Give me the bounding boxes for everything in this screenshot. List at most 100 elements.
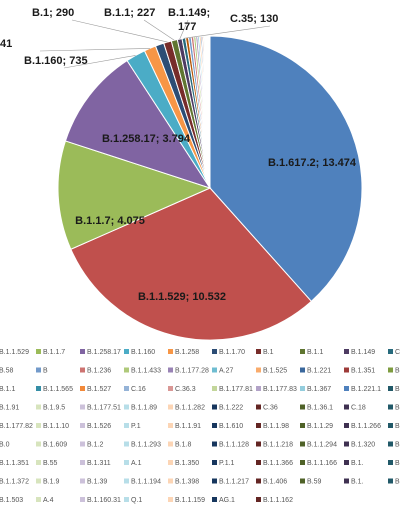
legend-swatch: [300, 441, 305, 447]
legend-entry: B.1.149: [351, 349, 375, 356]
legend-entry: B.1.222: [219, 405, 243, 412]
legend-entry: B.1.8: [175, 442, 191, 449]
legend-swatch: [168, 460, 173, 465]
legend-swatch: [168, 367, 173, 373]
legend-swatch: [124, 478, 129, 484]
leader-line: [71, 19, 168, 43]
legend-swatch: [36, 478, 41, 484]
legend-entry: B.1.2: [87, 442, 103, 449]
legend-swatch: [344, 367, 349, 373]
legend-swatch: [256, 441, 261, 447]
legend-swatch: [124, 404, 129, 410]
legend-entry: B.1.610: [219, 423, 243, 430]
legend-swatch: [212, 423, 217, 428]
legend-swatch: [388, 441, 393, 447]
legend-swatch: [80, 460, 85, 465]
legend-entry: C.36.3: [175, 386, 196, 393]
legend-swatch: [300, 460, 305, 465]
legend-swatch: [80, 478, 85, 484]
legend-entry: P.1.1: [219, 460, 235, 467]
legend-entry: B.1.1.29: [307, 423, 333, 430]
legend-swatch: [36, 441, 41, 447]
legend-entry: B.0: [0, 442, 10, 449]
legend-swatch: [212, 386, 217, 391]
legend-swatch: [388, 386, 393, 391]
legend-swatch: [36, 367, 41, 373]
legend-entry: B.1.350: [175, 460, 199, 467]
legend-swatch: [256, 404, 261, 410]
legend-entry: B.1.177.83: [263, 386, 297, 393]
legend-swatch: [344, 423, 349, 428]
slice-labels: B.1.617.2; 13.474 B.1.1.529; 10.532 B.1.1.…: [0, 7, 357, 303]
legend-entry: B.1.526: [87, 423, 111, 430]
legend-entry: B.1.1.159: [175, 497, 205, 504]
legend-swatch: [388, 460, 393, 465]
legend-entry: B.1.1.89: [131, 405, 157, 412]
legend-swatch: [344, 478, 349, 484]
legend-entry: B.1.: [351, 460, 364, 467]
leader-line: [63, 55, 136, 69]
slice-label: B.1.1.529; 10.532: [138, 291, 226, 303]
legend-swatch: [344, 349, 349, 354]
legend-swatch: [300, 423, 305, 428]
legend-swatch: [168, 423, 173, 428]
legend-entry: B.1.1.10: [43, 423, 69, 430]
legend-entry: B.1.9.5: [43, 405, 65, 412]
legend-entry: B.1.609: [43, 442, 67, 449]
legend-entry: B.1.311: [87, 460, 111, 467]
legend-swatch: [388, 404, 393, 410]
legend-swatch: [256, 349, 261, 354]
legend-entry: B.1.177.28: [175, 368, 209, 375]
slice-label: B.1.1.7; 4.075: [75, 215, 145, 227]
legend-swatch: [256, 386, 261, 391]
legend-swatch: [124, 441, 129, 447]
leader-line: [39, 48, 151, 52]
legend-swatch: [36, 497, 41, 502]
leader-lines: [39, 19, 271, 69]
legend-entry: B.1.: [395, 368, 400, 375]
legend-swatch: [344, 404, 349, 410]
legend-entry: B.1.1.7: [43, 349, 65, 356]
legend-entry: B.1.1.433: [131, 368, 161, 375]
legend-swatch: [344, 460, 349, 465]
legend-entry: B.1.1.70: [219, 349, 245, 356]
legend-entry: B.1.258.17: [87, 349, 121, 356]
legend-entry: B.1.: [395, 405, 400, 412]
legend-entry: B.1.1.98: [263, 423, 289, 430]
legend-entry: B.1.1.351: [0, 460, 29, 467]
legend-entry: B.1.: [395, 442, 400, 449]
legend-entry: B.58: [0, 368, 14, 375]
legend-swatch: [256, 423, 261, 428]
legend-swatch: [300, 386, 305, 391]
legend-entry: B.1: [263, 349, 274, 356]
legend-swatch: [300, 367, 305, 373]
legend-entry: C.18: [351, 405, 366, 412]
legend-entry: C.16: [131, 386, 146, 393]
leader-line: [179, 19, 189, 40]
legend-entry: B.1.221.1: [351, 386, 381, 393]
legend-swatch: [256, 478, 261, 484]
legend-swatch: [80, 441, 85, 447]
legend-swatch: [36, 404, 41, 410]
legend-swatch: [36, 423, 41, 428]
legend-swatch: [168, 404, 173, 410]
slice-label: B.1.1; 227: [104, 7, 155, 19]
legend-entry: B.1.351: [351, 368, 375, 375]
leader-line: [183, 25, 271, 39]
legend-entry: B.1.398: [175, 479, 199, 486]
legend-entry: P.1: [131, 423, 141, 430]
legend-entry: B.59: [307, 479, 322, 486]
legend-swatch: [124, 423, 129, 428]
legend-entry: B.1.36.1: [307, 405, 333, 412]
legend-entry: B.1.1.366: [263, 460, 293, 467]
legend-entry: B.1.1.91: [175, 423, 201, 430]
legend-swatch: [124, 497, 129, 502]
legend-entry: A.1: [131, 460, 142, 467]
legend-entry: B.1.39: [87, 479, 107, 486]
legend-swatch: [36, 349, 41, 354]
slice-label: B.1.258.17; 3.794: [102, 133, 191, 145]
legend-swatch: [168, 386, 173, 391]
leader-line: [143, 19, 175, 41]
legend-swatch: [124, 349, 129, 354]
legend-entry: B.1.236: [87, 368, 111, 375]
